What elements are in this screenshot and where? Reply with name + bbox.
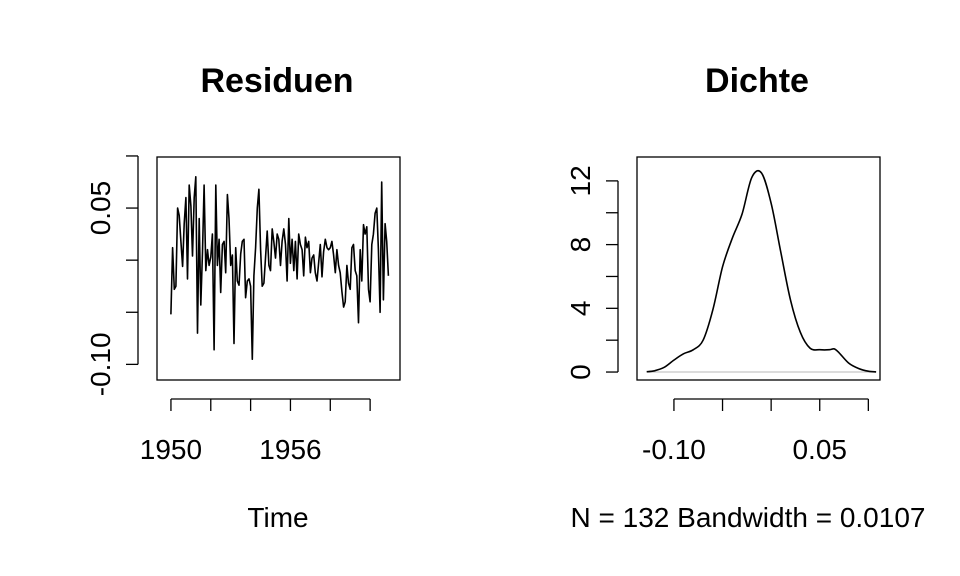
density-curve <box>646 169 877 373</box>
residuals-x-axis: 1950 1956 <box>140 398 371 465</box>
x-tick-label: 1950 <box>140 434 202 465</box>
density-panel: Dichte -0.10 0.05 0 4 8 12 N = 132 Bandwidth… <box>565 62 925 533</box>
residuals-plot-box <box>156 156 401 381</box>
x-tick-label: -0.10 <box>642 434 706 465</box>
y-tick-label: -0.10 <box>85 332 116 396</box>
x-tick-label: 0.05 <box>792 434 847 465</box>
density-plot-box <box>636 156 881 381</box>
density-x-axis-label: N = 132 Bandwidth = 0.0107 <box>571 502 926 533</box>
y-tick-label: 12 <box>565 165 596 196</box>
residuals-panel: Residuen 1950 1956 -0.10 0.05 Time <box>85 62 401 533</box>
residuals-x-axis-label: Time <box>247 502 308 533</box>
y-tick-label: 0.05 <box>85 181 116 236</box>
density-y-axis: 0 4 8 12 <box>565 165 619 380</box>
y-tick-label: 0 <box>565 364 596 380</box>
y-tick-label: 8 <box>565 237 596 253</box>
density-title: Dichte <box>705 62 809 100</box>
x-tick-label: 1956 <box>259 434 321 465</box>
residuals-title: Residuen <box>200 62 353 100</box>
residuals-y-axis: -0.10 0.05 <box>85 155 139 396</box>
density-x-axis: -0.10 0.05 <box>642 398 869 465</box>
y-tick-label: 4 <box>565 301 596 317</box>
residuals-series-line <box>170 176 390 360</box>
